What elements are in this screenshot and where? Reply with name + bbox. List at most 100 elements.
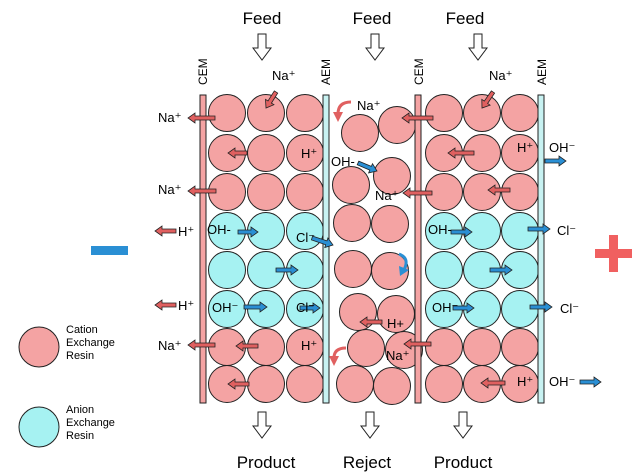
positive-electrode-v bbox=[609, 235, 618, 272]
oh-arrow bbox=[356, 160, 378, 174]
oh-arrow bbox=[452, 302, 475, 314]
h-arrow bbox=[154, 299, 177, 311]
cation-legend-label: Cation bbox=[66, 324, 98, 336]
ion-label: OH⁻ bbox=[432, 300, 458, 315]
ion-label: OH- bbox=[331, 154, 355, 169]
ion-label: OH⁻ bbox=[549, 374, 575, 389]
h-arrow bbox=[154, 225, 177, 237]
membrane-label: CEM bbox=[196, 58, 210, 85]
oh-arrow bbox=[579, 376, 602, 388]
ion-label: OH- bbox=[207, 222, 231, 237]
cation-legend-label: Resin bbox=[66, 350, 94, 362]
anion-legend-label: Exchange bbox=[66, 417, 115, 429]
resin-bead bbox=[286, 173, 324, 211]
curved-arrow-head bbox=[333, 112, 343, 122]
cation-legend-swatch bbox=[18, 326, 60, 368]
curved-arrow bbox=[398, 252, 408, 271]
resin-bead bbox=[425, 251, 463, 289]
resin-bead bbox=[463, 94, 501, 132]
resin-bead bbox=[339, 293, 377, 331]
resin-bead bbox=[373, 367, 411, 405]
na-arrow bbox=[403, 338, 432, 350]
curved-arrow-head bbox=[329, 356, 339, 366]
cl-arrow bbox=[529, 301, 553, 313]
ion-label: Na⁺ bbox=[158, 182, 181, 197]
ion-label: Na⁺ bbox=[158, 110, 181, 125]
ion-label: OH- bbox=[428, 222, 452, 237]
resin-bead bbox=[247, 365, 285, 403]
ion-label: Na⁺ bbox=[158, 338, 181, 353]
na-arrow bbox=[481, 90, 496, 109]
ion-label: OH⁻ bbox=[549, 140, 575, 155]
na-arrow bbox=[227, 378, 250, 390]
resin-bead bbox=[501, 328, 539, 366]
h-arrow bbox=[480, 377, 506, 389]
resin-beads bbox=[208, 94, 539, 405]
resin-bead bbox=[341, 114, 379, 152]
text-labels: Feed Feed Feed Product Reject Product CEM AEM CE… bbox=[158, 9, 579, 472]
na-arrow bbox=[227, 147, 248, 159]
negative-electrode bbox=[91, 246, 128, 255]
resin-bead bbox=[347, 329, 385, 367]
feed-arrow bbox=[365, 33, 385, 61]
product-arrow bbox=[252, 411, 272, 439]
oh-arrow bbox=[450, 226, 473, 238]
membrane-label: AEM bbox=[319, 59, 333, 85]
resin-bead bbox=[332, 166, 370, 204]
oh-arrow bbox=[237, 226, 259, 238]
ion-label: H⁺ bbox=[178, 224, 194, 239]
aem-membrane-left bbox=[322, 94, 330, 404]
resin-bead bbox=[425, 328, 463, 366]
feed-arrow bbox=[252, 33, 272, 61]
ion-label: H⁺ bbox=[178, 298, 194, 313]
ion-label: H+ bbox=[387, 316, 404, 331]
ion-label: Cl⁻ bbox=[296, 300, 315, 315]
ion-label: Na⁺ bbox=[386, 348, 409, 363]
ion-label: OH⁻ bbox=[212, 300, 238, 315]
h-arrow bbox=[359, 316, 383, 328]
product-label: Product bbox=[434, 453, 493, 472]
resin-bead bbox=[378, 106, 416, 144]
resin-bead bbox=[334, 250, 372, 288]
ion-label: H⁺ bbox=[301, 146, 317, 161]
cem-membrane-left bbox=[199, 94, 207, 404]
ion-label: Na⁺ bbox=[489, 68, 512, 83]
na-arrow bbox=[447, 147, 475, 159]
resin-bead bbox=[333, 204, 371, 242]
ion-label: Na⁺ bbox=[357, 98, 380, 113]
h-arrow bbox=[235, 340, 259, 352]
feed-label: Feed bbox=[446, 9, 485, 28]
reject-label: Reject bbox=[343, 453, 391, 472]
product-arrow bbox=[453, 411, 473, 439]
electrodes bbox=[91, 235, 632, 272]
resin-bead bbox=[286, 94, 324, 132]
feed-label: Feed bbox=[243, 9, 282, 28]
na-arrow bbox=[187, 185, 217, 197]
resin-bead bbox=[371, 252, 409, 290]
cl-arrow bbox=[310, 235, 334, 249]
na-arrow bbox=[401, 112, 434, 124]
resin-bead bbox=[385, 331, 423, 369]
na-arrow bbox=[265, 90, 279, 109]
curved-arrow-head bbox=[399, 266, 409, 276]
ion-label: Cl⁻ bbox=[560, 301, 579, 316]
ion-arrows bbox=[154, 90, 602, 390]
resin-bead bbox=[425, 365, 463, 403]
oh-arrow bbox=[275, 264, 299, 276]
resin-bead bbox=[371, 205, 409, 243]
ion-label: Cl⁻ bbox=[557, 223, 576, 238]
ion-label: Na⁺ bbox=[272, 68, 295, 83]
anion-legend-label: Resin bbox=[66, 430, 94, 442]
cation-legend-label: Exchange bbox=[66, 337, 115, 349]
resin-bead bbox=[425, 94, 463, 132]
resin-bead bbox=[373, 157, 411, 195]
na-arrow bbox=[187, 339, 216, 351]
feed-label: Feed bbox=[353, 9, 392, 28]
resin-bead bbox=[247, 173, 285, 211]
oh-arrow bbox=[489, 264, 513, 276]
reject-arrow bbox=[360, 411, 380, 439]
resin-bead bbox=[247, 134, 285, 172]
anion-legend-label: Anion bbox=[66, 404, 94, 416]
